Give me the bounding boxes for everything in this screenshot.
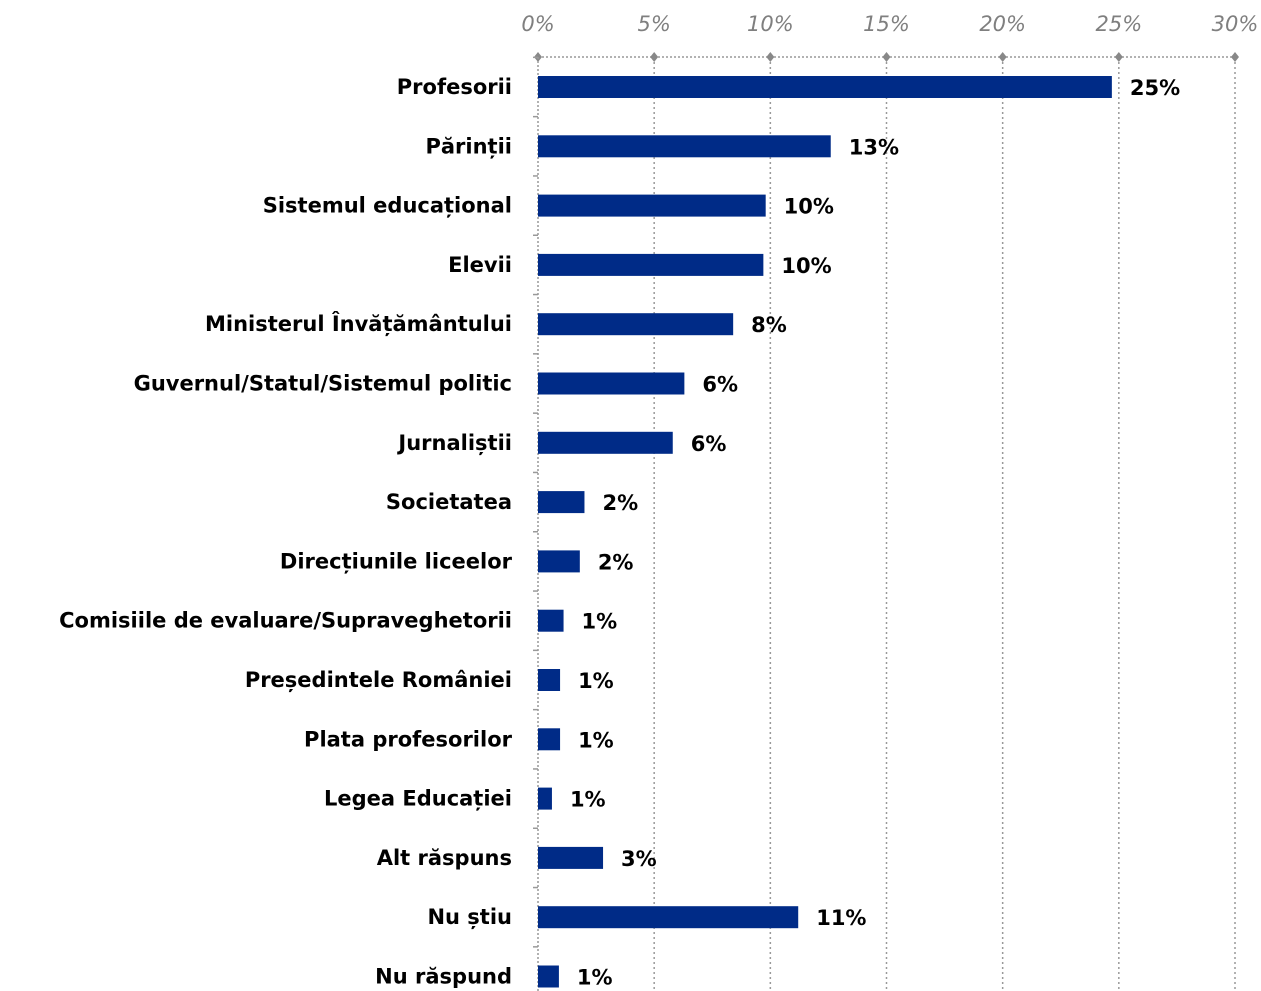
- bar: [538, 253, 764, 276]
- bar: [538, 609, 564, 632]
- value-label: 6%: [702, 373, 738, 397]
- bar: [538, 76, 1112, 98]
- bar: [538, 491, 585, 514]
- bar: [538, 787, 552, 810]
- bar: [538, 846, 604, 869]
- category-label: Societatea: [386, 490, 512, 514]
- category-label: Alt răspuns: [377, 846, 512, 870]
- category-label: Profesorii: [397, 75, 512, 99]
- bar: [538, 669, 561, 691]
- value-label: 11%: [816, 906, 866, 930]
- category-label: Sistemul educațional: [263, 194, 512, 219]
- x-tick-label: 30%: [1212, 12, 1259, 36]
- bar: [538, 431, 673, 454]
- value-label: 1%: [577, 966, 613, 990]
- bar: [538, 906, 799, 929]
- category-label: Președintele României: [245, 668, 512, 692]
- category-label: Părinții: [425, 134, 512, 159]
- x-tick-label: 25%: [1095, 12, 1142, 36]
- value-label: 1%: [582, 610, 618, 634]
- bar: [538, 372, 685, 395]
- tick-mark: [1114, 52, 1123, 62]
- tick-mark: [1231, 52, 1239, 62]
- bar: [538, 550, 580, 573]
- tick-mark: [882, 52, 891, 62]
- value-label: 10%: [781, 254, 831, 278]
- category-label: Ministerul Învățământului: [205, 311, 512, 337]
- category-label: Comisiile de evaluare/Supraveghetorii: [59, 609, 512, 633]
- tick-mark: [650, 52, 659, 62]
- bar: [538, 728, 561, 751]
- value-label: 8%: [751, 313, 787, 337]
- category-label: Elevii: [448, 253, 512, 277]
- x-tick-label: 20%: [979, 12, 1026, 36]
- x-tick-label: 0%: [521, 12, 554, 36]
- value-label: 1%: [578, 669, 614, 693]
- bar: [538, 965, 559, 988]
- x-tick-label: 15%: [863, 12, 910, 36]
- bar: [538, 135, 831, 158]
- x-tick-label: 5%: [638, 12, 671, 36]
- value-label: 2%: [598, 550, 634, 574]
- category-label: Nu răspund: [375, 965, 512, 989]
- category-label: Jurnaliștii: [396, 431, 512, 455]
- category-label: Plata profesorilor: [304, 727, 513, 751]
- value-label: 6%: [691, 432, 727, 456]
- tick-mark: [998, 52, 1007, 62]
- bar: [538, 194, 766, 217]
- tick-mark: [766, 52, 775, 62]
- value-label: 3%: [621, 847, 657, 871]
- value-label: 1%: [578, 728, 614, 752]
- category-label: Legea Educației: [324, 787, 512, 812]
- category-label: Direcțiunile liceelor: [280, 549, 513, 574]
- value-label: 10%: [784, 195, 834, 219]
- x-tick-label: 10%: [747, 12, 794, 36]
- category-label: Nu știu: [427, 905, 512, 929]
- bar: [538, 313, 734, 336]
- category-label: Guvernul/Statul/Sistemul politic: [134, 372, 512, 396]
- value-label: 13%: [849, 135, 899, 159]
- value-label: 25%: [1130, 76, 1180, 100]
- value-label: 2%: [602, 491, 638, 515]
- value-label: 1%: [570, 788, 606, 812]
